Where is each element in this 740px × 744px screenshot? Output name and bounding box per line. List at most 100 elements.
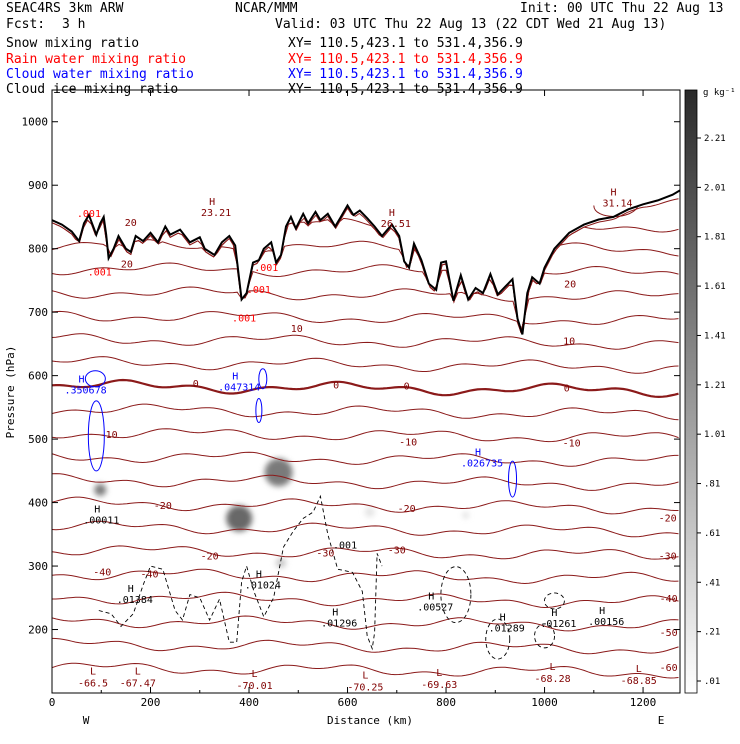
contour-value-label: .001 [88, 267, 112, 278]
isotherm [52, 217, 679, 333]
maximum-marker: H [256, 569, 262, 580]
colorbar-tick-label: 2.21 [704, 134, 726, 144]
isotherm [52, 286, 679, 333]
minimum-value: -70.01 [236, 681, 272, 692]
y-tick-label: 200 [28, 624, 48, 637]
isotherm-label: -30 [316, 549, 334, 560]
minimum-value: -68.28 [534, 674, 570, 685]
maximum-value: .026735 [461, 458, 503, 469]
snow-plume [462, 512, 469, 519]
maximum-marker: H [232, 371, 238, 382]
maximum-value: .350678 [64, 386, 106, 397]
center-name: NCAR/MMM [235, 1, 298, 16]
isotherm [52, 403, 679, 421]
colorbar-tick-label: 1.21 [704, 381, 726, 391]
y-tick-label: 800 [28, 243, 48, 256]
maximum-value: .047314 [218, 382, 260, 393]
colorbar: g kg⁻¹ 2.21 2.01 1.81 1.61 1.41 1.21 1.01 .81 .6… [684, 88, 736, 694]
x-axis-title: Distance (km) [327, 714, 413, 727]
snow-plume [264, 458, 293, 487]
x-tick-label: 1000 [531, 696, 558, 709]
maximum-marker: H [428, 592, 434, 603]
cloud-ice-contour [440, 566, 472, 624]
maximum-value: .01024 [245, 580, 281, 591]
field-cloudwater-xy: XY= 110.5,423.1 to 531.4,356.9 [288, 67, 523, 82]
colorbar-unit: g kg⁻¹ [703, 88, 736, 98]
isotherm [52, 333, 679, 350]
isotherm-label: -20 [201, 552, 219, 563]
fcst-label: Fcst: [6, 17, 45, 32]
maximum-marker: H [128, 584, 134, 595]
maximum-marker: H [94, 505, 100, 516]
minimum-marker: L [550, 662, 556, 673]
maximum-marker: H [475, 447, 481, 458]
isotherm [52, 496, 679, 515]
isotherm [52, 568, 679, 585]
isotherm [52, 545, 679, 560]
isotherm-zero [52, 378, 679, 399]
model-name: SEAC4RS 3km ARW [6, 1, 124, 16]
isotherm-label: -30 [659, 552, 677, 563]
isotherm-lines [52, 198, 679, 679]
cloud-ice-contours [98, 494, 565, 660]
y-tick-label: 1000 [22, 116, 49, 129]
isotherm-label: -40 [660, 594, 678, 605]
isotherm-label: -10 [563, 439, 581, 450]
snow-plume [276, 557, 287, 568]
isotherm [52, 637, 679, 655]
x-tick-label: 1200 [630, 696, 657, 709]
minimum-marker: L [362, 671, 368, 682]
cloud-water-contours [84, 368, 518, 498]
terrain-line [52, 189, 680, 335]
colorbar-tick-label: 1.81 [704, 233, 726, 243]
maximum-value: .01384 [117, 595, 153, 606]
cloud-water-contour [255, 398, 263, 424]
isotherm-label: -40 [140, 569, 158, 580]
isotherm-label: -60 [660, 663, 678, 674]
isotherm-label: -20 [154, 501, 172, 512]
minimum-value: -68.85 [621, 676, 657, 687]
maximum-marker: H [610, 187, 616, 198]
plot-frame [51, 89, 681, 694]
colorbar-tick-label: 1.01 [704, 430, 726, 440]
contour-value-label: .001 [333, 540, 357, 551]
isotherm-label: 20 [121, 260, 133, 271]
isotherm [52, 356, 679, 374]
isotherm-label: -20 [659, 514, 677, 525]
x-tick-label: 800 [436, 696, 456, 709]
minimum-marker: L [135, 666, 141, 677]
maximum-marker: H [209, 197, 215, 208]
maximum-marker: H [332, 607, 338, 618]
terrain-line [52, 189, 680, 335]
field-snow-xy: XY= 110.5,423.1 to 531.4,356.9 [288, 36, 523, 51]
contour-value-label: .001 [254, 263, 278, 274]
fcst-value: 3 h [62, 17, 85, 32]
maximum-value: .00011 [83, 516, 119, 527]
maximum-value: .01261 [540, 619, 576, 630]
field-snow-label: Snow mixing ratio [6, 36, 139, 51]
isotherm [52, 662, 679, 679]
axes: 0 200 400 600 800 1000 12002003004005006007008… [22, 90, 680, 709]
field-rain-label: Rain water mixing ratio [6, 52, 186, 67]
cloud-water-contour [87, 400, 105, 472]
cloud-water-contour [508, 460, 518, 498]
isotherm-label: 10 [563, 337, 575, 348]
maximum-value: .01289 [489, 624, 525, 635]
y-tick-label: 300 [28, 560, 48, 573]
valid-time: Valid: 03 UTC Thu 22 Aug 13 (22 CDT Wed … [275, 17, 666, 32]
maximum-value: 23.21 [201, 208, 231, 219]
cloud-water-contour [258, 368, 268, 390]
isotherm [52, 520, 679, 538]
maximum-marker: H [79, 375, 85, 386]
isotherm-label: 10 [291, 324, 303, 335]
isotherm [52, 262, 679, 333]
field-cloudwater-label: Cloud water mixing ratio [6, 67, 194, 82]
y-tick-label: 700 [28, 306, 48, 319]
minimum-marker: L [252, 669, 258, 680]
minimum-value: -67.47 [120, 678, 156, 689]
isotherm [52, 451, 679, 467]
cloud-water-contour [84, 370, 106, 388]
x-tick-label: 0 [49, 696, 56, 709]
isotherm-label: -50 [660, 628, 678, 639]
